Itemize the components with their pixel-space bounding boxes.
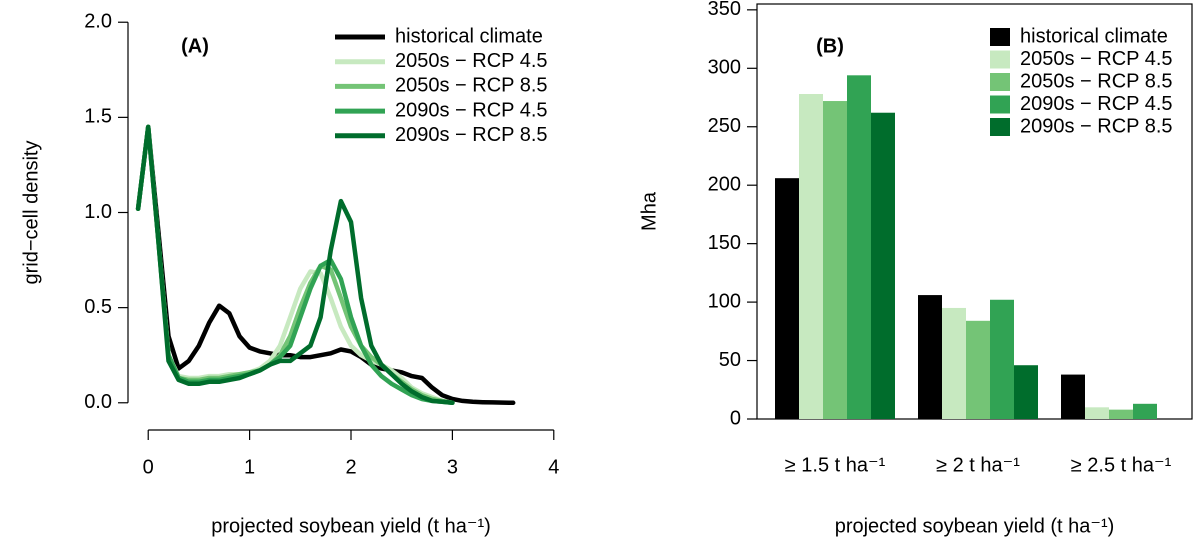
panel-label: (B) [816, 35, 844, 57]
x-tick-label: ≥ 2 t ha⁻¹ [936, 454, 1020, 476]
x-tick-label: 4 [548, 456, 559, 478]
x-tick-label: 3 [447, 456, 458, 478]
bar [1061, 374, 1085, 419]
bar [918, 295, 942, 419]
y-tick-label: 0.0 [84, 391, 112, 413]
bar [847, 75, 871, 419]
bar [1133, 403, 1157, 419]
legend-label: 2050s − RCP 8.5 [395, 75, 548, 97]
bar [799, 94, 823, 419]
legend-label: 2050s − RCP 4.5 [395, 50, 548, 72]
y-tick-label: 350 [708, 0, 741, 20]
bar [823, 101, 847, 419]
y-tick-label: 50 [719, 349, 741, 371]
legend-swatch [990, 73, 1010, 91]
x-axis-label: projected soybean yield (t ha⁻¹) [211, 515, 491, 537]
legend-swatch [990, 50, 1010, 69]
y-tick-label: 1.5 [84, 106, 112, 128]
x-tick-label: 2 [345, 456, 356, 478]
y-tick-label: 1.0 [84, 201, 112, 223]
legend-label: 2090s − RCP 8.5 [1020, 115, 1173, 137]
legend-swatch [990, 95, 1010, 114]
y-tick-label: 0 [730, 407, 741, 429]
legend-label: 2090s − RCP 8.5 [395, 124, 548, 146]
y-axis-label: Mha [638, 191, 660, 231]
bar [1014, 365, 1038, 419]
x-tick-label: ≥ 1.5 t ha⁻¹ [785, 454, 886, 476]
bar [966, 320, 990, 419]
legend-swatch [990, 118, 1010, 136]
legend-label: 2090s − RCP 4.5 [1020, 93, 1173, 115]
y-tick-label: 0.5 [84, 296, 112, 318]
bar [1109, 409, 1133, 419]
y-tick-label: 2.0 [84, 11, 112, 33]
legend-label: 2050s − RCP 8.5 [1020, 70, 1173, 92]
bar [990, 299, 1014, 419]
density-line [135, 124, 516, 406]
y-tick-label: 250 [708, 115, 741, 137]
panel-label: (A) [181, 35, 209, 57]
legend-swatch [990, 28, 1010, 46]
legend-label: 2090s − RCP 4.5 [395, 99, 548, 121]
density-line [135, 124, 455, 406]
bar [871, 112, 895, 419]
y-tick-label: 300 [708, 57, 741, 79]
y-tick-label: 150 [708, 232, 741, 254]
legend-label: historical climate [1020, 25, 1168, 47]
legend-label: historical climate [395, 25, 543, 47]
legend-label: 2050s − RCP 4.5 [1020, 48, 1173, 70]
x-tick-label: ≥ 2.5 t ha⁻¹ [1071, 454, 1172, 476]
y-tick-label: 200 [708, 173, 741, 195]
x-tick-label: 1 [244, 456, 255, 478]
y-axis-label: grid−cell density [20, 141, 42, 285]
y-tick-label: 100 [708, 290, 741, 312]
bar [1085, 407, 1109, 419]
bar [942, 307, 966, 419]
x-axis-label: projected soybean yield (t ha⁻¹) [835, 515, 1115, 537]
bar [775, 178, 799, 419]
x-tick-label: 0 [143, 456, 154, 478]
